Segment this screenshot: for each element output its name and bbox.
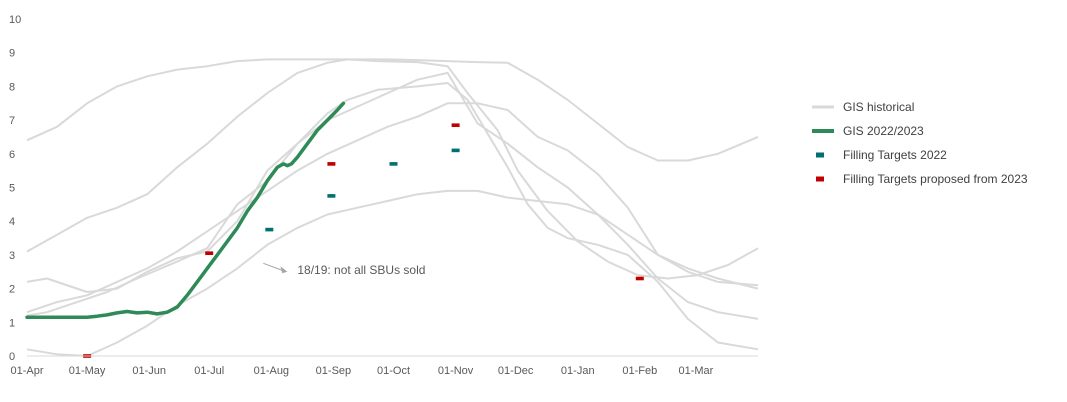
- annotation-group: 18/19: not all SBUs sold: [263, 262, 425, 277]
- y-tick-label-6: 6: [9, 149, 15, 161]
- y-tick-label-4: 4: [9, 216, 15, 228]
- legend: GIS historical GIS 2022/2023 Filling Targe…: [812, 100, 1028, 186]
- x-tick-label-01-apr: 01-Apr: [10, 365, 43, 377]
- legend-label: GIS 2022/2023: [843, 124, 924, 138]
- annotation-arrow-head: [280, 266, 288, 274]
- legend-label: GIS historical: [843, 100, 914, 114]
- y-tick-label-10: 10: [9, 14, 21, 26]
- y-tick-label-3: 3: [9, 250, 15, 262]
- current-season-line: [25, 101, 346, 319]
- historical-series-line-3: [26, 71, 759, 293]
- x-tick-label-01-aug: 01-Aug: [254, 365, 289, 377]
- y-tick-label-9: 9: [9, 48, 15, 60]
- y-tick-label-1: 1: [9, 317, 15, 329]
- legend-item-2: GIS 2022/2023: [812, 124, 924, 138]
- x-tick-label-01-jun: 01-Jun: [132, 365, 166, 377]
- target-2022-marker-2: [327, 194, 336, 198]
- y-tick-label-2: 2: [9, 284, 15, 296]
- x-tick-label-01-sep: 01-Sep: [316, 365, 351, 377]
- x-tick-label-01-mar: 01-Mar: [678, 365, 713, 377]
- y-tick-label-8: 8: [9, 81, 15, 93]
- historical-lines: [26, 58, 759, 357]
- legend-swatch-marker: [816, 152, 824, 158]
- axes: 0 1 2 3 4 5 6 7 8 9 10 01-Apr 01-May 01-Jun 01-Jul 01-A…: [9, 14, 758, 377]
- y-tick-label-5: 5: [9, 183, 15, 195]
- annotation-text: 18/19: not all SBUs sold: [297, 263, 425, 277]
- historical-series-line-6: [26, 82, 759, 351]
- current-line-group: [25, 101, 346, 319]
- legend-item-3: Filling Targets 2022: [816, 148, 947, 162]
- x-tick-label-01-nov: 01-Nov: [438, 365, 474, 377]
- annotation-arrow-line: [263, 262, 284, 272]
- target-2023-marker-4: [451, 123, 460, 127]
- legend-label: Filling Targets 2022: [843, 148, 947, 162]
- target-2023-marker-5: [635, 276, 644, 281]
- target-2023-marker-3: [327, 162, 336, 166]
- x-tick-label-01-jul: 01-Jul: [194, 365, 224, 377]
- x-tick-label-01-oct: 01-Oct: [377, 365, 410, 377]
- x-tick-label-01-may: 01-May: [69, 365, 106, 377]
- historical-series-line-2: [26, 58, 759, 280]
- legend-swatch-marker: [816, 176, 824, 182]
- y-tick-label-0: 0: [9, 351, 15, 363]
- historical-series-line-5: [26, 189, 759, 357]
- target-2023-marker-2: [205, 251, 214, 255]
- targets-group: [83, 123, 644, 358]
- y-tick-label-7: 7: [9, 115, 15, 127]
- historical-series-line-4: [26, 102, 759, 314]
- target-2022-marker-4: [451, 148, 460, 153]
- target-2022-marker-3: [389, 162, 398, 166]
- legend-label: Filling Targets proposed from 2023: [843, 172, 1028, 186]
- target-2022-marker-1: [265, 227, 274, 232]
- historical-series-line-1: [26, 58, 759, 162]
- x-tick-label-01-jan: 01-Jan: [561, 365, 595, 377]
- legend-item-4: Filling Targets proposed from 2023: [816, 172, 1028, 186]
- legend-item-1: GIS historical: [812, 100, 914, 114]
- x-tick-label-01-feb: 01-Feb: [622, 365, 657, 377]
- x-tick-label-01-dec: 01-Dec: [498, 365, 534, 377]
